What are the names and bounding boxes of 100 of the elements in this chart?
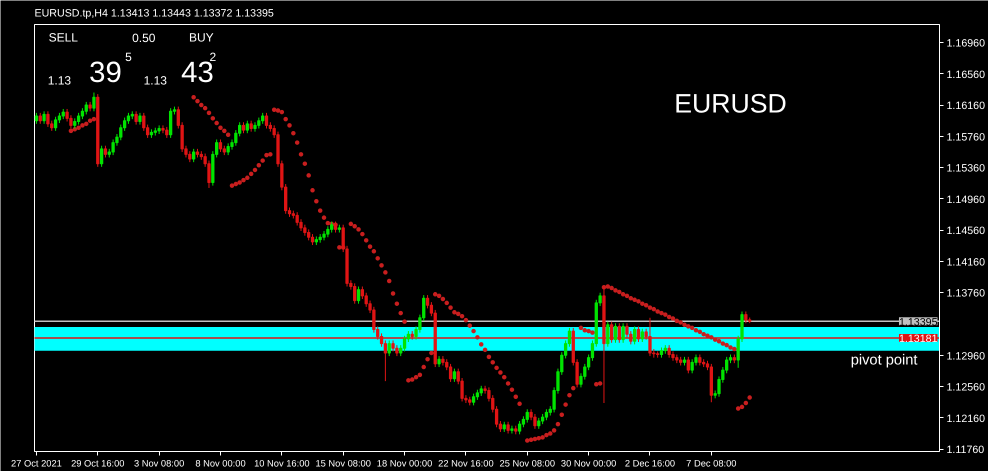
candlestick: [326, 226, 330, 238]
x-tick-label: 7 Dec 08:00: [686, 458, 736, 468]
x-tick-label: 3 Nov 08:00: [134, 458, 184, 468]
candlestick: [250, 120, 253, 132]
candlestick: [356, 286, 360, 304]
candlestick: [84, 101, 88, 115]
x-tick-label: 22 Nov 16:00: [438, 458, 494, 468]
candlestick: [322, 230, 326, 241]
candlestick: [660, 346, 664, 358]
candlestick: [502, 421, 506, 432]
candlestick: [537, 417, 540, 430]
candlestick: [744, 311, 748, 324]
y-tick-label: 1.16160: [946, 100, 986, 112]
band-label: pivot point: [850, 352, 918, 369]
x-tick-label: 15 Nov 08:00: [315, 458, 371, 468]
candlestick: [76, 112, 80, 126]
y-tick-label: 1.12160: [946, 412, 986, 425]
candlestick: [207, 160, 211, 188]
candlestick: [242, 122, 246, 134]
candlestick: [533, 413, 537, 430]
candlestick: [668, 344, 671, 358]
y-tick-label: 1.15360: [946, 162, 986, 175]
candlestick: [690, 358, 694, 374]
y-tick-label: 1.12560: [946, 382, 986, 394]
annotation: 0.50: [132, 30, 156, 45]
y-tick-label: 1.13760: [946, 288, 986, 300]
annotation: SELL: [48, 30, 78, 44]
candlestick: [307, 228, 310, 241]
candlestick: [698, 354, 702, 366]
candlestick: [544, 408, 548, 421]
candlestick: [165, 126, 168, 138]
x-tick-label: 10 Nov 16:00: [254, 458, 310, 468]
candlestick: [437, 356, 441, 368]
x-tick-label: 8 Nov 00:00: [195, 458, 246, 468]
candlestick: [65, 108, 69, 122]
candlestick: [480, 385, 483, 396]
candlestick: [686, 356, 690, 374]
y-tick-label: 1.16560: [946, 68, 986, 81]
candlestick: [632, 326, 636, 345]
x-tick-label: 25 Nov 08:00: [500, 458, 556, 468]
candlestick: [299, 218, 303, 232]
candlestick: [402, 335, 406, 352]
candlestick: [246, 120, 249, 134]
candlestick: [606, 321, 610, 348]
y-tick-label: 1.14960: [946, 194, 986, 206]
x-tick-label: 18 Nov 00:00: [376, 458, 432, 468]
candlestick: [58, 112, 62, 124]
x-tick-label: 29 Oct 16:00: [71, 458, 124, 468]
candlestick: [452, 368, 456, 382]
x-tick-label: 27 Oct 2021: [11, 458, 62, 468]
x-tick-label: 2 Dec 16:00: [624, 458, 676, 468]
annotation: 5: [125, 50, 132, 64]
ref-line-label: 1.13181: [898, 333, 938, 346]
y-tick-label: 1.12960: [946, 350, 986, 362]
candlestick: [226, 142, 230, 156]
candlestick: [518, 420, 522, 435]
candlestick: [310, 234, 314, 246]
annotation: 39: [89, 56, 122, 89]
candlestick: [134, 110, 138, 126]
candlestick: [448, 363, 452, 382]
candlestick: [257, 117, 260, 130]
candlestick: [476, 389, 480, 400]
candlestick: [621, 322, 625, 344]
candlestick: [540, 413, 544, 425]
candlestick: [261, 112, 264, 124]
annotation: 1.13: [48, 74, 72, 88]
candlestick: [526, 408, 529, 424]
y-tick-label: 1.15760: [946, 131, 986, 144]
annotation: EURUSD: [674, 88, 787, 118]
candlestick: [80, 108, 84, 120]
candlestick: [88, 101, 92, 112]
candlestick: [353, 282, 356, 304]
candlestick: [62, 108, 65, 120]
candlestick: [192, 148, 196, 163]
candlestick: [100, 145, 104, 168]
candlestick: [395, 344, 399, 357]
annotation: BUY: [188, 30, 214, 44]
candlestick: [253, 122, 257, 132]
candlestick: [126, 112, 130, 124]
annotation: 1.13: [144, 74, 168, 88]
candlestick: [264, 112, 268, 130]
candlestick: [104, 145, 108, 158]
candlestick: [614, 322, 618, 344]
candlestick: [54, 116, 58, 132]
chart-title: EURUSD.tp,H4 1.13413 1.13443 1.13372 1.13395: [34, 8, 274, 20]
y-tick-label: 1.11760: [946, 444, 984, 456]
candlestick: [34, 112, 38, 124]
candlestick: [46, 110, 50, 128]
candlestick: [168, 108, 172, 138]
candlestick: [522, 416, 526, 428]
candlestick: [441, 356, 445, 366]
ref-line-label: 1.13395: [898, 316, 938, 328]
candlestick: [671, 350, 675, 362]
candlestick: [506, 421, 510, 434]
x-tick-label: 30 Nov 00:00: [560, 458, 616, 468]
candlestick: [640, 328, 644, 343]
candlestick: [388, 340, 391, 357]
candlestick: [42, 110, 46, 124]
candlestick: [92, 92, 96, 112]
y-tick-label: 1.16960: [946, 37, 986, 50]
